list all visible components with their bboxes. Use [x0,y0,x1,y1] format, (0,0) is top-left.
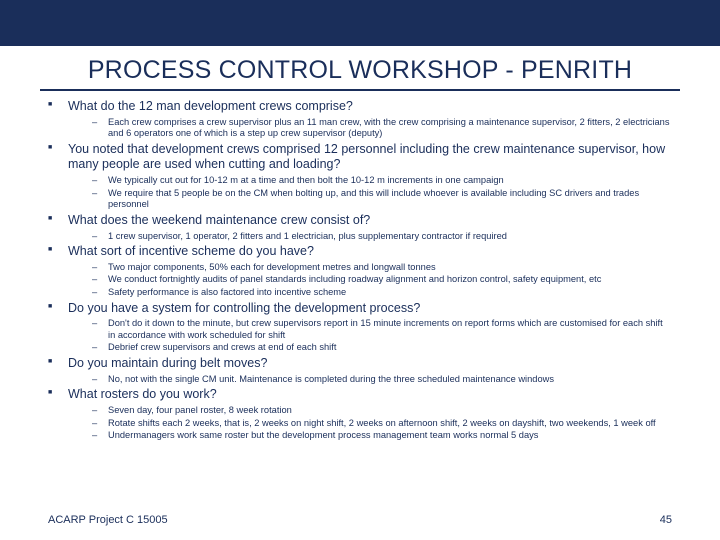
answer-text: We require that 5 people be on the CM wh… [92,188,672,211]
footer-page-number: 45 [660,514,672,526]
answer-text: Each crew comprises a crew supervisor pl… [92,117,672,140]
qa-item: What sort of incentive scheme do you hav… [48,244,672,298]
qa-item: You noted that development crews compris… [48,142,672,211]
qa-list: What do the 12 man development crews com… [48,99,672,442]
answer-list: No, not with the single CM unit. Mainten… [68,374,672,386]
answer-list: Don't do it down to the minute, but crew… [68,318,672,354]
answer-text: Debrief crew supervisors and crews at en… [92,342,672,354]
question-text: What do the 12 man development crews com… [68,99,672,115]
qa-item: What rosters do you work? Seven day, fou… [48,387,672,441]
question-text: Do you maintain during belt moves? [68,356,672,372]
answer-text: We conduct fortnightly audits of panel s… [92,274,672,286]
answer-text: 1 crew supervisor, 1 operator, 2 fitters… [92,231,672,243]
answer-text: Undermanagers work same roster but the d… [92,430,672,442]
question-text: Do you have a system for controlling the… [68,301,672,317]
answer-text: Rotate shifts each 2 weeks, that is, 2 w… [92,418,672,430]
answer-list: We typically cut out for 10-12 m at a ti… [68,175,672,211]
answer-list: Two major components, 50% each for devel… [68,262,672,299]
top-bar [0,0,720,46]
answer-list: 1 crew supervisor, 1 operator, 2 fitters… [68,231,672,243]
answer-text: Don't do it down to the minute, but crew… [92,318,672,341]
answer-text: Safety performance is also factored into… [92,287,672,299]
answer-list: Seven day, four panel roster, 8 week rot… [68,405,672,442]
answer-text: Seven day, four panel roster, 8 week rot… [92,405,672,417]
question-text: What rosters do you work? [68,387,672,403]
footer: ACARP Project C 15005 45 [48,514,672,526]
answer-list: Each crew comprises a crew supervisor pl… [68,117,672,140]
title-underline [40,89,680,91]
question-text: What sort of incentive scheme do you hav… [68,244,672,260]
qa-item: Do you maintain during belt moves? No, n… [48,356,672,385]
page-title: PROCESS CONTROL WORKSHOP - PENRITH [0,46,720,89]
answer-text: Two major components, 50% each for devel… [92,262,672,274]
footer-left: ACARP Project C 15005 [48,514,168,526]
answer-text: No, not with the single CM unit. Mainten… [92,374,672,386]
question-text: You noted that development crews compris… [68,142,672,173]
answer-text: We typically cut out for 10-12 m at a ti… [92,175,672,187]
qa-item: Do you have a system for controlling the… [48,301,672,354]
question-text: What does the weekend maintenance crew c… [68,213,672,229]
content-area: What do the 12 man development crews com… [0,99,720,442]
qa-item: What do the 12 man development crews com… [48,99,672,140]
qa-item: What does the weekend maintenance crew c… [48,213,672,242]
